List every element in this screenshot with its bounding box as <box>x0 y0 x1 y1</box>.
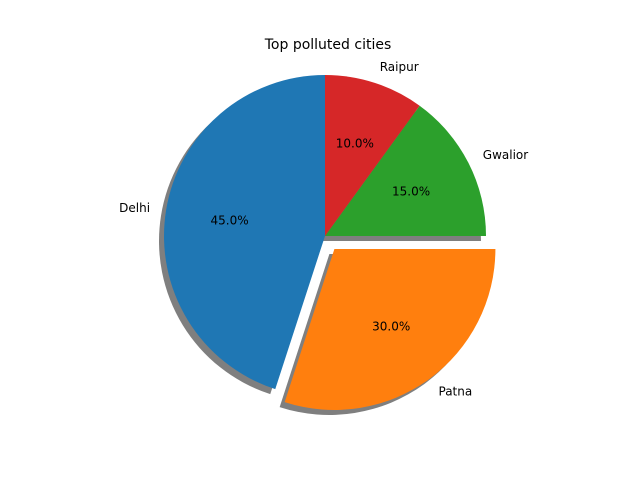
chart-title: Top polluted cities <box>264 37 392 53</box>
slice-delhi <box>164 75 325 390</box>
slice-patna <box>284 248 496 410</box>
slice-percent-patna: 30.0% <box>372 320 410 334</box>
slice-label-raipur: Raipur <box>380 60 419 74</box>
slice-percent-delhi: 45.0% <box>211 213 249 227</box>
slice-percent-raipur: 10.0% <box>336 137 374 151</box>
slice-percent-gwalior: 15.0% <box>392 185 430 199</box>
slice-label-gwalior: Gwalior <box>483 148 528 162</box>
label-layer: Delhi 45.0% Patna 30.0% Gwalior 15.0% Raipur 10… <box>119 60 528 399</box>
slice-label-delhi: Delhi <box>119 201 150 215</box>
slice-gwalior <box>325 105 486 236</box>
slice-label-patna: Patna <box>439 385 473 399</box>
slice-raipur <box>325 75 420 236</box>
slice-layer <box>164 75 496 410</box>
